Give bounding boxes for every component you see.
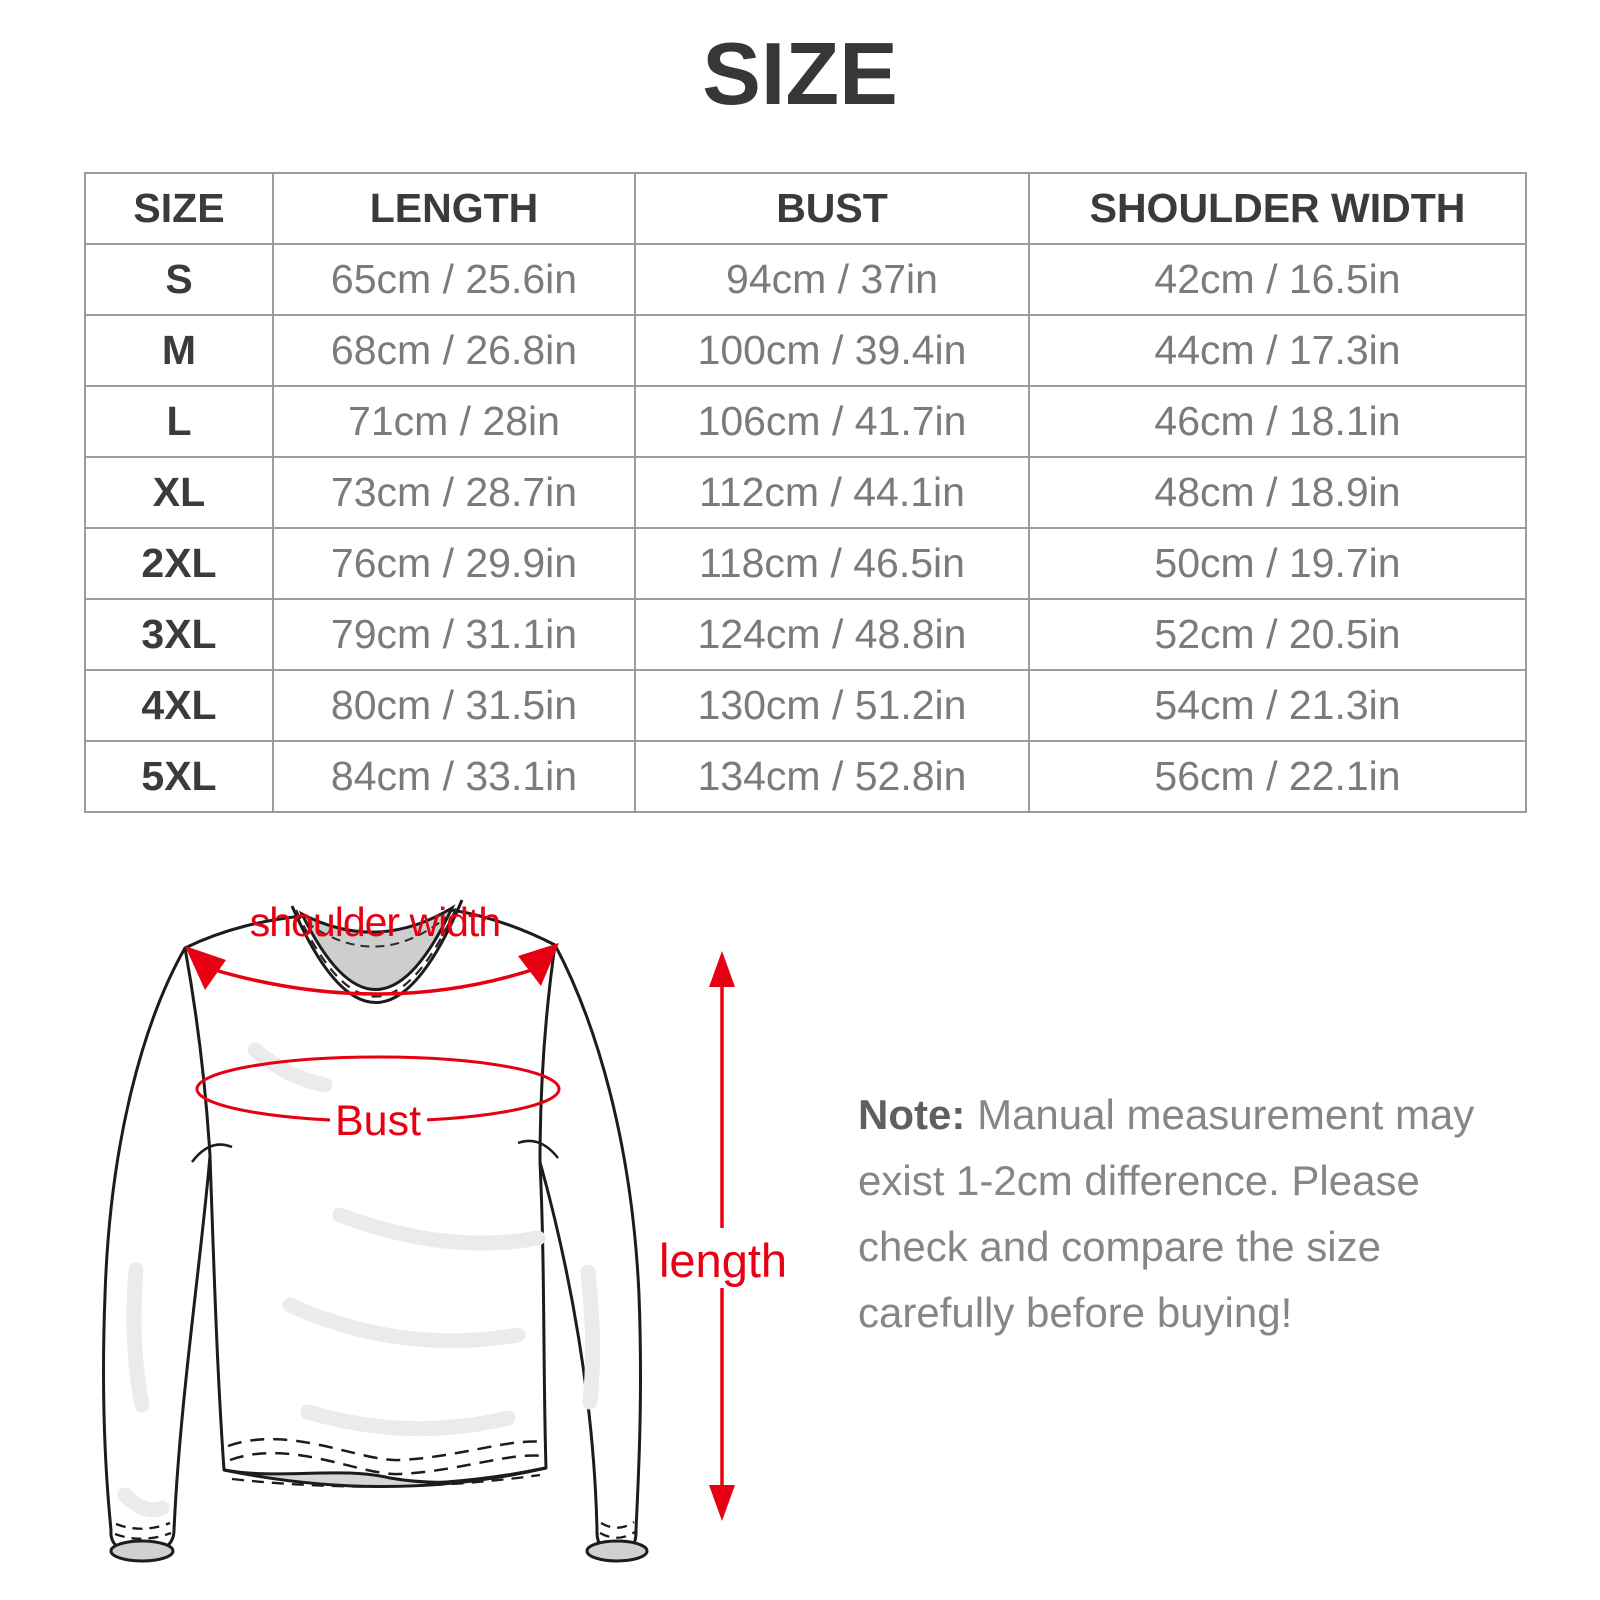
- bust-cell: 118cm / 46.5in: [634, 527, 1030, 600]
- length-cell: 68cm / 26.8in: [272, 314, 636, 387]
- size-cell: 4XL: [84, 669, 274, 742]
- table-row: XL 73cm / 28.7in 112cm / 44.1in 48cm / 1…: [84, 456, 1527, 529]
- arrowhead-up: [709, 951, 735, 987]
- seam-lines: [183, 944, 559, 1163]
- bust-cell: 94cm / 37in: [634, 243, 1030, 316]
- table-row: S 65cm / 25.6in 94cm / 37in 42cm / 16.5i…: [84, 243, 1527, 316]
- length-cell: 71cm / 28in: [272, 385, 636, 458]
- length-label: length: [659, 1234, 787, 1287]
- length-cell: 65cm / 25.6in: [272, 243, 636, 316]
- shoulder-cell: 42cm / 16.5in: [1028, 243, 1527, 316]
- hem-stitching: [223, 1437, 547, 1489]
- header-row: SIZE LENGTH BUST SHOULDER WIDTH: [84, 172, 1527, 245]
- arrowhead-right: [518, 943, 559, 986]
- size-cell: 5XL: [84, 740, 274, 813]
- bust-ellipse: [195, 1055, 561, 1144]
- fabric-shading: [117, 1042, 601, 1518]
- collar: [290, 899, 464, 1004]
- note-label: Note:: [858, 1091, 966, 1138]
- length-cell: 76cm / 29.9in: [272, 527, 636, 600]
- collar-band-stitch: [294, 903, 460, 998]
- length-cell: 80cm / 31.5in: [272, 669, 636, 742]
- table-row: 4XL 80cm / 31.5in 130cm / 51.2in 54cm / …: [84, 669, 1527, 742]
- note-line: check and compare the size: [858, 1223, 1381, 1270]
- collar-back-stitch: [305, 915, 449, 948]
- note-line: carefully before buying!: [858, 1289, 1293, 1336]
- shoulder-cell: 50cm / 19.7in: [1028, 527, 1527, 600]
- shoulder-cell: 52cm / 20.5in: [1028, 598, 1527, 671]
- shoulder-cell: 48cm / 18.9in: [1028, 456, 1527, 529]
- bust-cell: 130cm / 51.2in: [634, 669, 1030, 742]
- collar-band-outer: [290, 899, 464, 1004]
- table-row: 5XL 84cm / 33.1in 134cm / 52.8in 56cm / …: [84, 740, 1527, 813]
- size-cell: XL: [84, 456, 274, 529]
- bust-cell: 106cm / 41.7in: [634, 385, 1030, 458]
- size-cell: 2XL: [84, 527, 274, 600]
- page-title: SIZE: [702, 24, 898, 123]
- bust-cell: 124cm / 48.8in: [634, 598, 1030, 671]
- table-row: 3XL 79cm / 31.1in 124cm / 48.8in 52cm / …: [84, 598, 1527, 671]
- table-row: L 71cm / 28in 106cm / 41.7in 46cm / 18.1…: [84, 385, 1527, 458]
- shoulder-cell: 46cm / 18.1in: [1028, 385, 1527, 458]
- size-cell: M: [84, 314, 274, 387]
- length-cell: 84cm / 33.1in: [272, 740, 636, 813]
- size-table: SIZE LENGTH BUST SHOULDER WIDTH S 65cm /…: [84, 172, 1527, 813]
- table-row: M 68cm / 26.8in 100cm / 39.4in 44cm / 17…: [84, 314, 1527, 387]
- header-length: LENGTH: [272, 172, 636, 245]
- length-cell: 79cm / 31.1in: [272, 598, 636, 671]
- note-line: exist 1-2cm difference. Please: [858, 1157, 1420, 1204]
- bust-cell: 112cm / 44.1in: [634, 456, 1030, 529]
- size-cell: S: [84, 243, 274, 316]
- note-line: Note: Manual measurement may: [858, 1082, 1478, 1148]
- shoulder-width-arrow: [185, 943, 559, 996]
- header-size: SIZE: [84, 172, 274, 245]
- shoulder-cell: 54cm / 21.3in: [1028, 669, 1527, 742]
- shoulder-cell: 56cm / 22.1in: [1028, 740, 1527, 813]
- table-row: 2XL 76cm / 29.9in 118cm / 46.5in 50cm / …: [84, 527, 1527, 600]
- header-bust: BUST: [634, 172, 1030, 245]
- note-block: Note: Manual measurement may exist 1-2cm …: [858, 1082, 1478, 1346]
- cuff-stitching: [109, 1521, 649, 1563]
- arrowhead-down: [709, 1485, 735, 1521]
- shirt-measurement-diagram: shoulder width Bust length: [102, 899, 787, 1563]
- arrowhead-left: [185, 946, 226, 990]
- note-text: Manual measurement may: [977, 1091, 1475, 1138]
- bust-label: Bust: [335, 1097, 421, 1145]
- size-cell: L: [84, 385, 274, 458]
- header-shoulder-width: SHOULDER WIDTH: [1028, 172, 1527, 245]
- bust-cell: 100cm / 39.4in: [634, 314, 1030, 387]
- bust-cell: 134cm / 52.8in: [634, 740, 1030, 813]
- size-cell: 3XL: [84, 598, 274, 671]
- shoulder-cell: 44cm / 17.3in: [1028, 314, 1527, 387]
- length-arrow: [675, 951, 771, 1521]
- length-cell: 73cm / 28.7in: [272, 456, 636, 529]
- shoulder-width-label: shoulder width: [250, 899, 500, 945]
- collar-opening: [298, 904, 456, 991]
